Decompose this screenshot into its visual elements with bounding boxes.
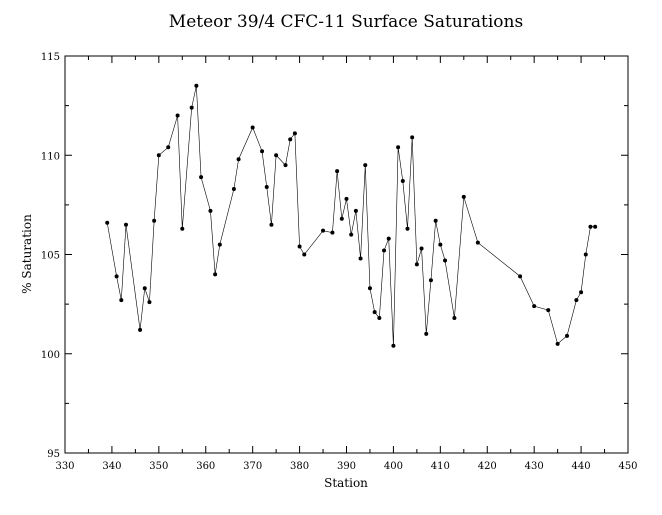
data-point: [302, 252, 307, 257]
data-point: [353, 208, 358, 213]
data-point: [583, 252, 588, 257]
data-point: [377, 316, 382, 321]
y-tick-label: 100: [41, 350, 60, 361]
data-point: [283, 163, 288, 168]
data-point: [292, 131, 297, 136]
y-tick-label: 105: [41, 251, 60, 262]
data-point: [400, 179, 405, 184]
data-point: [358, 256, 363, 261]
data-point: [175, 113, 180, 118]
x-tick-label: 340: [102, 461, 121, 472]
data-point: [339, 216, 344, 221]
data-point: [382, 248, 387, 253]
data-points: [105, 83, 598, 348]
x-tick-label: 350: [149, 461, 168, 472]
x-tick-label: 430: [525, 461, 544, 472]
data-point: [274, 153, 279, 158]
data-point: [386, 236, 391, 241]
data-point: [105, 220, 110, 225]
x-tick-label: 440: [572, 461, 591, 472]
data-point: [414, 262, 419, 267]
data-point: [438, 242, 443, 247]
data-point: [152, 218, 157, 223]
data-point: [330, 230, 335, 235]
plot-frame: [64, 55, 629, 454]
data-point: [367, 286, 372, 291]
data-point: [138, 327, 143, 332]
data-point: [114, 274, 119, 279]
data-point: [269, 222, 274, 227]
data-point: [532, 304, 537, 309]
data-point: [518, 274, 523, 279]
data-point: [236, 157, 241, 162]
data-point: [260, 149, 265, 154]
data-point: [433, 218, 438, 223]
x-tick-label: 410: [431, 461, 450, 472]
data-point: [217, 242, 222, 247]
y-tick-label: 110: [41, 151, 60, 162]
x-tick-label: 390: [337, 461, 356, 472]
data-point: [574, 298, 579, 303]
data-point: [297, 244, 302, 249]
data-point: [546, 308, 551, 313]
y-tick-label: 95: [47, 449, 60, 460]
x-axis-label: Station: [324, 476, 368, 490]
data-point: [166, 145, 171, 150]
chart-title: Meteor 39/4 CFC-11 Surface Saturations: [169, 12, 523, 32]
data-point: [194, 83, 199, 88]
data-point: [123, 222, 128, 227]
data-point: [264, 185, 269, 190]
data-point: [335, 169, 340, 174]
data-point: [349, 232, 354, 237]
data-point: [410, 135, 415, 140]
data-point: [250, 125, 255, 130]
data-point: [142, 286, 147, 291]
data-point: [593, 224, 598, 229]
data-point: [231, 186, 236, 191]
y-axis: 95 100 105 110 115: [41, 52, 628, 460]
data-point: [452, 316, 457, 321]
data-point: [199, 175, 204, 180]
y-axis-label: % Saturation: [20, 214, 34, 294]
data-point: [363, 163, 368, 168]
data-point: [396, 145, 401, 150]
data-point: [372, 310, 377, 315]
data-point: [180, 226, 185, 231]
data-point: [405, 226, 410, 231]
x-tick-label: 400: [384, 461, 403, 472]
data-point: [461, 194, 466, 199]
data-point: [208, 208, 213, 213]
data-point: [555, 341, 560, 346]
x-tick-label: 420: [478, 461, 497, 472]
x-axis: 330 340 350 360 370 380 390 400 410 420 430 440 450: [55, 56, 638, 472]
data-point: [579, 290, 584, 295]
data-point: [424, 331, 429, 336]
series-line: [106, 85, 596, 346]
data-point: [288, 137, 293, 142]
data-point: [419, 246, 424, 251]
data-point: [391, 343, 396, 348]
x-tick-label: 450: [618, 461, 637, 472]
data-point: [443, 258, 448, 263]
x-tick-label: 380: [290, 461, 309, 472]
data-point: [119, 298, 124, 303]
y-tick-label: 115: [41, 52, 60, 63]
data-point: [588, 224, 593, 229]
data-point: [344, 196, 349, 201]
data-point: [428, 278, 433, 283]
data-point: [156, 153, 161, 158]
x-tick-label: 370: [243, 461, 262, 472]
data-point: [213, 272, 218, 277]
x-tick-label: 330: [55, 461, 74, 472]
data-point: [321, 228, 326, 233]
data-point: [189, 105, 194, 110]
data-point: [565, 333, 570, 338]
data-point: [147, 300, 152, 305]
x-tick-label: 360: [196, 461, 215, 472]
data-point: [475, 240, 480, 245]
